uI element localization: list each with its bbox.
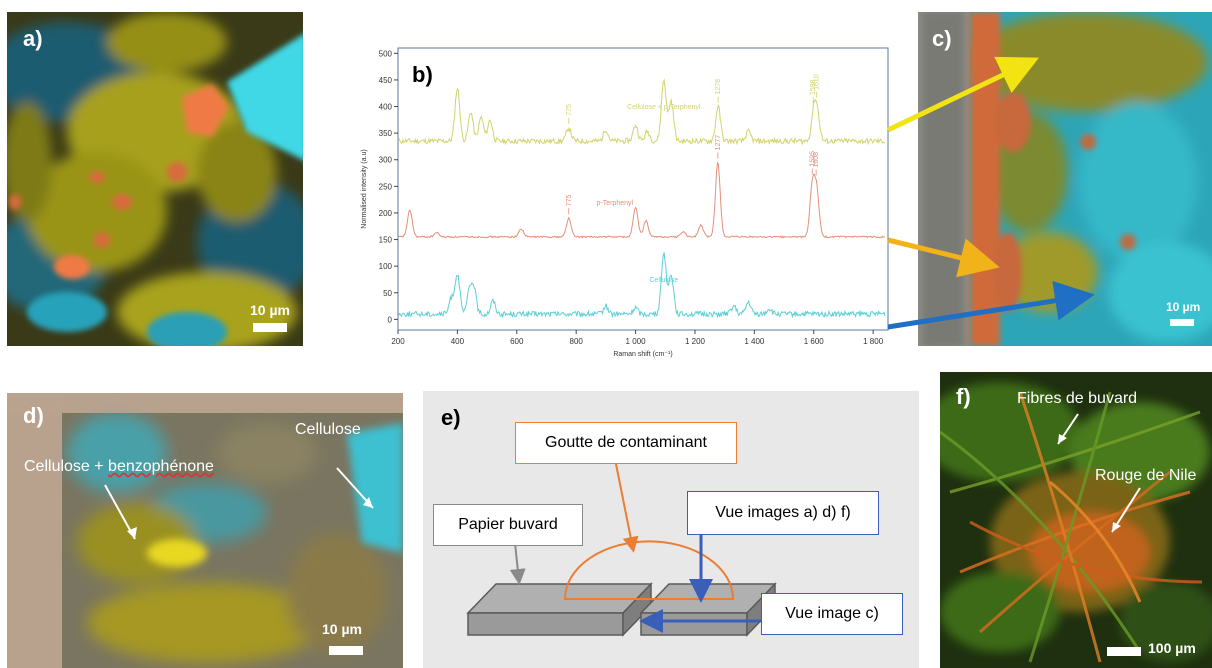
panel-d-label: d) <box>23 403 44 428</box>
y-tick-label: 400 <box>379 103 393 112</box>
y-tick-label: 450 <box>379 76 393 85</box>
panel-f-image <box>940 372 1212 668</box>
panel-a: a) 10 µm <box>7 12 303 346</box>
series-line <box>398 252 886 319</box>
series-label: Cellulose <box>649 277 678 284</box>
series-label: p-Terphenyl <box>596 200 633 207</box>
panel-c-scalebar <box>1170 319 1194 326</box>
series-line <box>398 78 886 146</box>
peak-label: 1610 <box>814 74 821 90</box>
peak-label: 1278 <box>715 79 722 95</box>
annotation-fibres: Fibres de buvard <box>1017 390 1138 407</box>
panel-c-scale-text: 10 µm <box>1166 300 1201 314</box>
y-tick-label: 200 <box>379 209 393 218</box>
annotation-rouge-nile: Rouge de Nile <box>1095 467 1197 484</box>
plot-frame <box>397 47 889 331</box>
y-axis-label: Normalised intensity (a.u) <box>361 149 368 228</box>
x-axis-label: Raman shift (cm⁻¹) <box>613 351 672 358</box>
annotation-benzophenone: benzophénone <box>108 458 214 475</box>
view-adf-box: Vue images a) d) f) <box>687 491 879 535</box>
panel-d: d) Cellulose Cellulose + benzophénone 10… <box>7 393 403 668</box>
x-tick-label: 200 <box>391 337 405 346</box>
panel-f-label: f) <box>956 384 971 409</box>
panel-e: e) Goutte de contaminant Papier buvard V… <box>423 391 919 668</box>
y-tick-label: 500 <box>379 49 393 58</box>
x-tick-label: 1 800 <box>863 337 884 346</box>
panel-d-image <box>7 393 403 668</box>
annotation-cellulose: Cellulose <box>295 421 361 438</box>
y-tick-label: 0 <box>388 315 393 324</box>
x-tick-label: 600 <box>510 337 524 346</box>
view-c-box: Vue image c) <box>761 593 903 635</box>
y-tick-label: 300 <box>379 156 393 165</box>
panel-a-label: a) <box>23 26 43 51</box>
panel-f-scalebar <box>1107 647 1141 656</box>
panel-c: c) 10 µm <box>918 12 1212 346</box>
annotation-cellulose-benzophenone: Cellulose + benzophénone <box>24 458 214 476</box>
x-tick-label: 1 400 <box>744 337 765 346</box>
peak-label: 1608 <box>813 152 820 168</box>
y-tick-label: 350 <box>379 129 393 138</box>
raman-chart: 0 50 100 150 200 250 300 350 400 450 500 200 400 600 8… <box>361 47 889 358</box>
panel-b-label: b) <box>412 62 433 87</box>
y-tick-label: 250 <box>379 182 393 191</box>
y-tick-label: 50 <box>383 289 392 298</box>
series-line <box>398 161 886 239</box>
panel-f: f) Fibres de buvard Rouge de Nile 100 µm <box>940 372 1212 668</box>
panel-d-scale-text: 10 µm <box>322 621 362 637</box>
y-tick-label: 150 <box>379 236 393 245</box>
y-tick-label: 100 <box>379 262 393 271</box>
x-tick-label: 800 <box>570 337 584 346</box>
peak-label: 775 <box>566 194 573 206</box>
panel-e-diagram <box>466 458 777 637</box>
paper-box: Papier buvard <box>433 504 583 546</box>
drop-box: Goutte de contaminant <box>515 422 737 464</box>
peak-label: 1598 <box>810 79 817 95</box>
peak-label: 1595 <box>809 151 816 167</box>
panel-a-scale-text: 10 µm <box>250 302 290 318</box>
x-tick-label: 1 000 <box>626 337 647 346</box>
panel-a-image <box>7 12 303 346</box>
panel-f-scale-text: 100 µm <box>1148 640 1196 656</box>
x-tick-label: 1 200 <box>685 337 706 346</box>
panel-d-scalebar <box>329 646 363 655</box>
panel-c-label: c) <box>932 26 952 51</box>
panel-b: 0 50 100 150 200 250 300 350 400 450 500 200 400 600 8… <box>340 40 900 360</box>
peak-label: 1277 <box>715 135 722 151</box>
panel-a-scalebar <box>253 323 287 332</box>
peak-label: 775 <box>566 104 573 116</box>
x-tick-label: 400 <box>451 337 465 346</box>
panel-c-image <box>918 12 1212 346</box>
x-tick-label: 1 600 <box>804 337 825 346</box>
annotation-cellulose-plus: Cellulose + <box>24 458 109 475</box>
series-label: Cellulose + p-Terphenyl <box>627 104 701 111</box>
panel-e-label: e) <box>441 405 461 430</box>
